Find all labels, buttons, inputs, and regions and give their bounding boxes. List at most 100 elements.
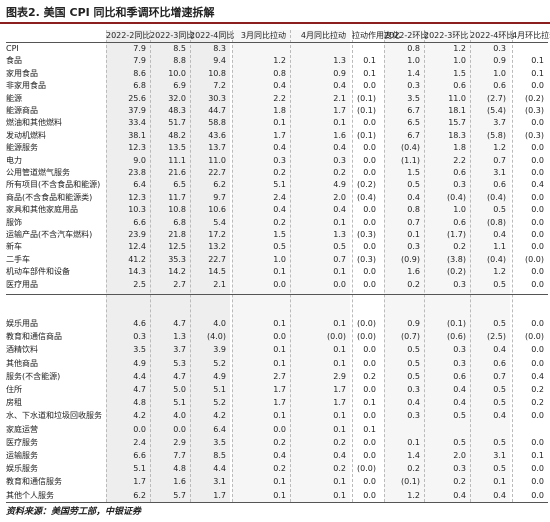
cell: (0.0) (357, 319, 376, 328)
cell: 0.0 (531, 155, 544, 165)
cell: 0.1 (273, 118, 286, 128)
cell: 5.2 (213, 358, 226, 368)
row-label: 酒精饮料 (6, 345, 38, 355)
cell: 14.5 (208, 267, 226, 277)
cell: 0.0 (273, 332, 286, 342)
cell: 10.6 (208, 205, 226, 215)
cell: (5.4) (487, 106, 506, 115)
cell: 0.5 (407, 180, 420, 190)
cell: 0.5 (493, 437, 506, 447)
cell: 6.2 (133, 490, 146, 500)
cell: 5.3 (173, 358, 186, 368)
cell: 0.3 (407, 242, 420, 252)
cell: 0.2 (407, 279, 420, 289)
cell: 0.7 (493, 371, 506, 381)
cell: 0.4 (493, 230, 506, 239)
cell: 3.1 (493, 451, 506, 460)
cell: 0.1 (273, 319, 286, 328)
cell: 0.0 (531, 477, 544, 487)
cell: 14.3 (128, 267, 146, 277)
cell: (0.4) (487, 254, 506, 264)
cell: 23.8 (128, 168, 146, 177)
cell: 0.0 (531, 490, 544, 500)
cell: 0.7 (407, 217, 420, 227)
cell: 0.1 (363, 424, 376, 434)
cell: 1.6 (407, 267, 420, 277)
cell: 3.7 (173, 345, 186, 355)
cell: 0.0 (133, 424, 146, 434)
row-label: 娱乐用品 (6, 319, 38, 328)
cell: 0.1 (273, 267, 286, 277)
cell: 4.2 (213, 411, 226, 421)
cell: 33.4 (128, 118, 146, 128)
cell: 0.6 (493, 180, 506, 190)
cell: (0.4) (357, 192, 376, 202)
cell: 0.5 (493, 279, 506, 289)
cell: 0.0 (363, 81, 376, 91)
cell: 1.2 (407, 490, 420, 500)
cell: 6.8 (133, 81, 146, 91)
cell: 0.3 (407, 81, 420, 91)
row-label: 娱乐服务 (6, 464, 38, 474)
column-header: 4月环比拉动 (512, 31, 550, 40)
cell: (0.2) (525, 93, 544, 103)
row-label: 能源 (6, 93, 22, 103)
cell: 21.6 (168, 168, 186, 177)
cell: 0.4 (407, 398, 420, 408)
cell: 5.1 (133, 464, 146, 474)
cell: 17.2 (208, 230, 226, 239)
column-divider (352, 30, 353, 502)
row-label: 家庭运营 (6, 424, 38, 434)
cell: (0.1) (357, 93, 376, 103)
cell: 0.3 (407, 385, 420, 394)
cell: 35.3 (168, 254, 186, 264)
cell: 0.9 (333, 68, 346, 78)
cell: 0.6 (453, 371, 466, 381)
cell: 1.3 (333, 230, 346, 239)
cell: (1.1) (401, 155, 420, 165)
cell: 0.0 (531, 217, 544, 227)
cell: 0.1 (333, 490, 346, 500)
cell: 11.7 (168, 192, 186, 202)
cell: 10.3 (128, 205, 146, 215)
cell: 0.0 (273, 279, 286, 289)
cell: 1.0 (453, 205, 466, 215)
column-shade (106, 30, 230, 502)
cell: 6.4 (213, 424, 226, 434)
cell: 3.5 (213, 437, 226, 447)
bottom-rule (6, 502, 548, 503)
cell: 0.0 (531, 319, 544, 328)
cell: 6.8 (173, 217, 186, 227)
cell: 2.1 (333, 93, 346, 103)
cell: 0.4 (453, 490, 466, 500)
cell: 5.1 (173, 398, 186, 408)
cell: 4.8 (173, 464, 186, 474)
cell: (0.0) (357, 332, 376, 342)
cell: 0.1 (273, 358, 286, 368)
cell: 0.3 (453, 358, 466, 368)
cell: 18.3 (448, 130, 466, 140)
cell: 4.7 (133, 385, 146, 394)
cell: 0.2 (333, 437, 346, 447)
cell: 0.4 (333, 451, 346, 460)
cell: 1.6 (333, 130, 346, 140)
cell: (2.5) (487, 332, 506, 342)
cell: 43.6 (208, 130, 226, 140)
cell: 0.0 (363, 168, 376, 177)
cell: 5.2 (213, 398, 226, 408)
cell: 1.6 (173, 477, 186, 487)
cell: 2.4 (133, 437, 146, 447)
cell: 12.3 (128, 143, 146, 153)
cell: (0.0) (525, 332, 544, 342)
cell: 2.1 (213, 279, 226, 289)
cell: 0.0 (531, 205, 544, 215)
cell: 10.0 (168, 68, 186, 78)
section-rule (6, 294, 548, 295)
cell: 0.3 (333, 155, 346, 165)
cell: 0.6 (493, 358, 506, 368)
row-label: 运输产品(不含汽车燃料) (6, 230, 93, 239)
cell: 10.8 (208, 68, 226, 78)
source: 资料来源：美国劳工部，中银证券 (6, 507, 142, 517)
column-header: 2022-4同比 (190, 31, 235, 40)
column-header: 3月同比拉动 (240, 31, 286, 40)
